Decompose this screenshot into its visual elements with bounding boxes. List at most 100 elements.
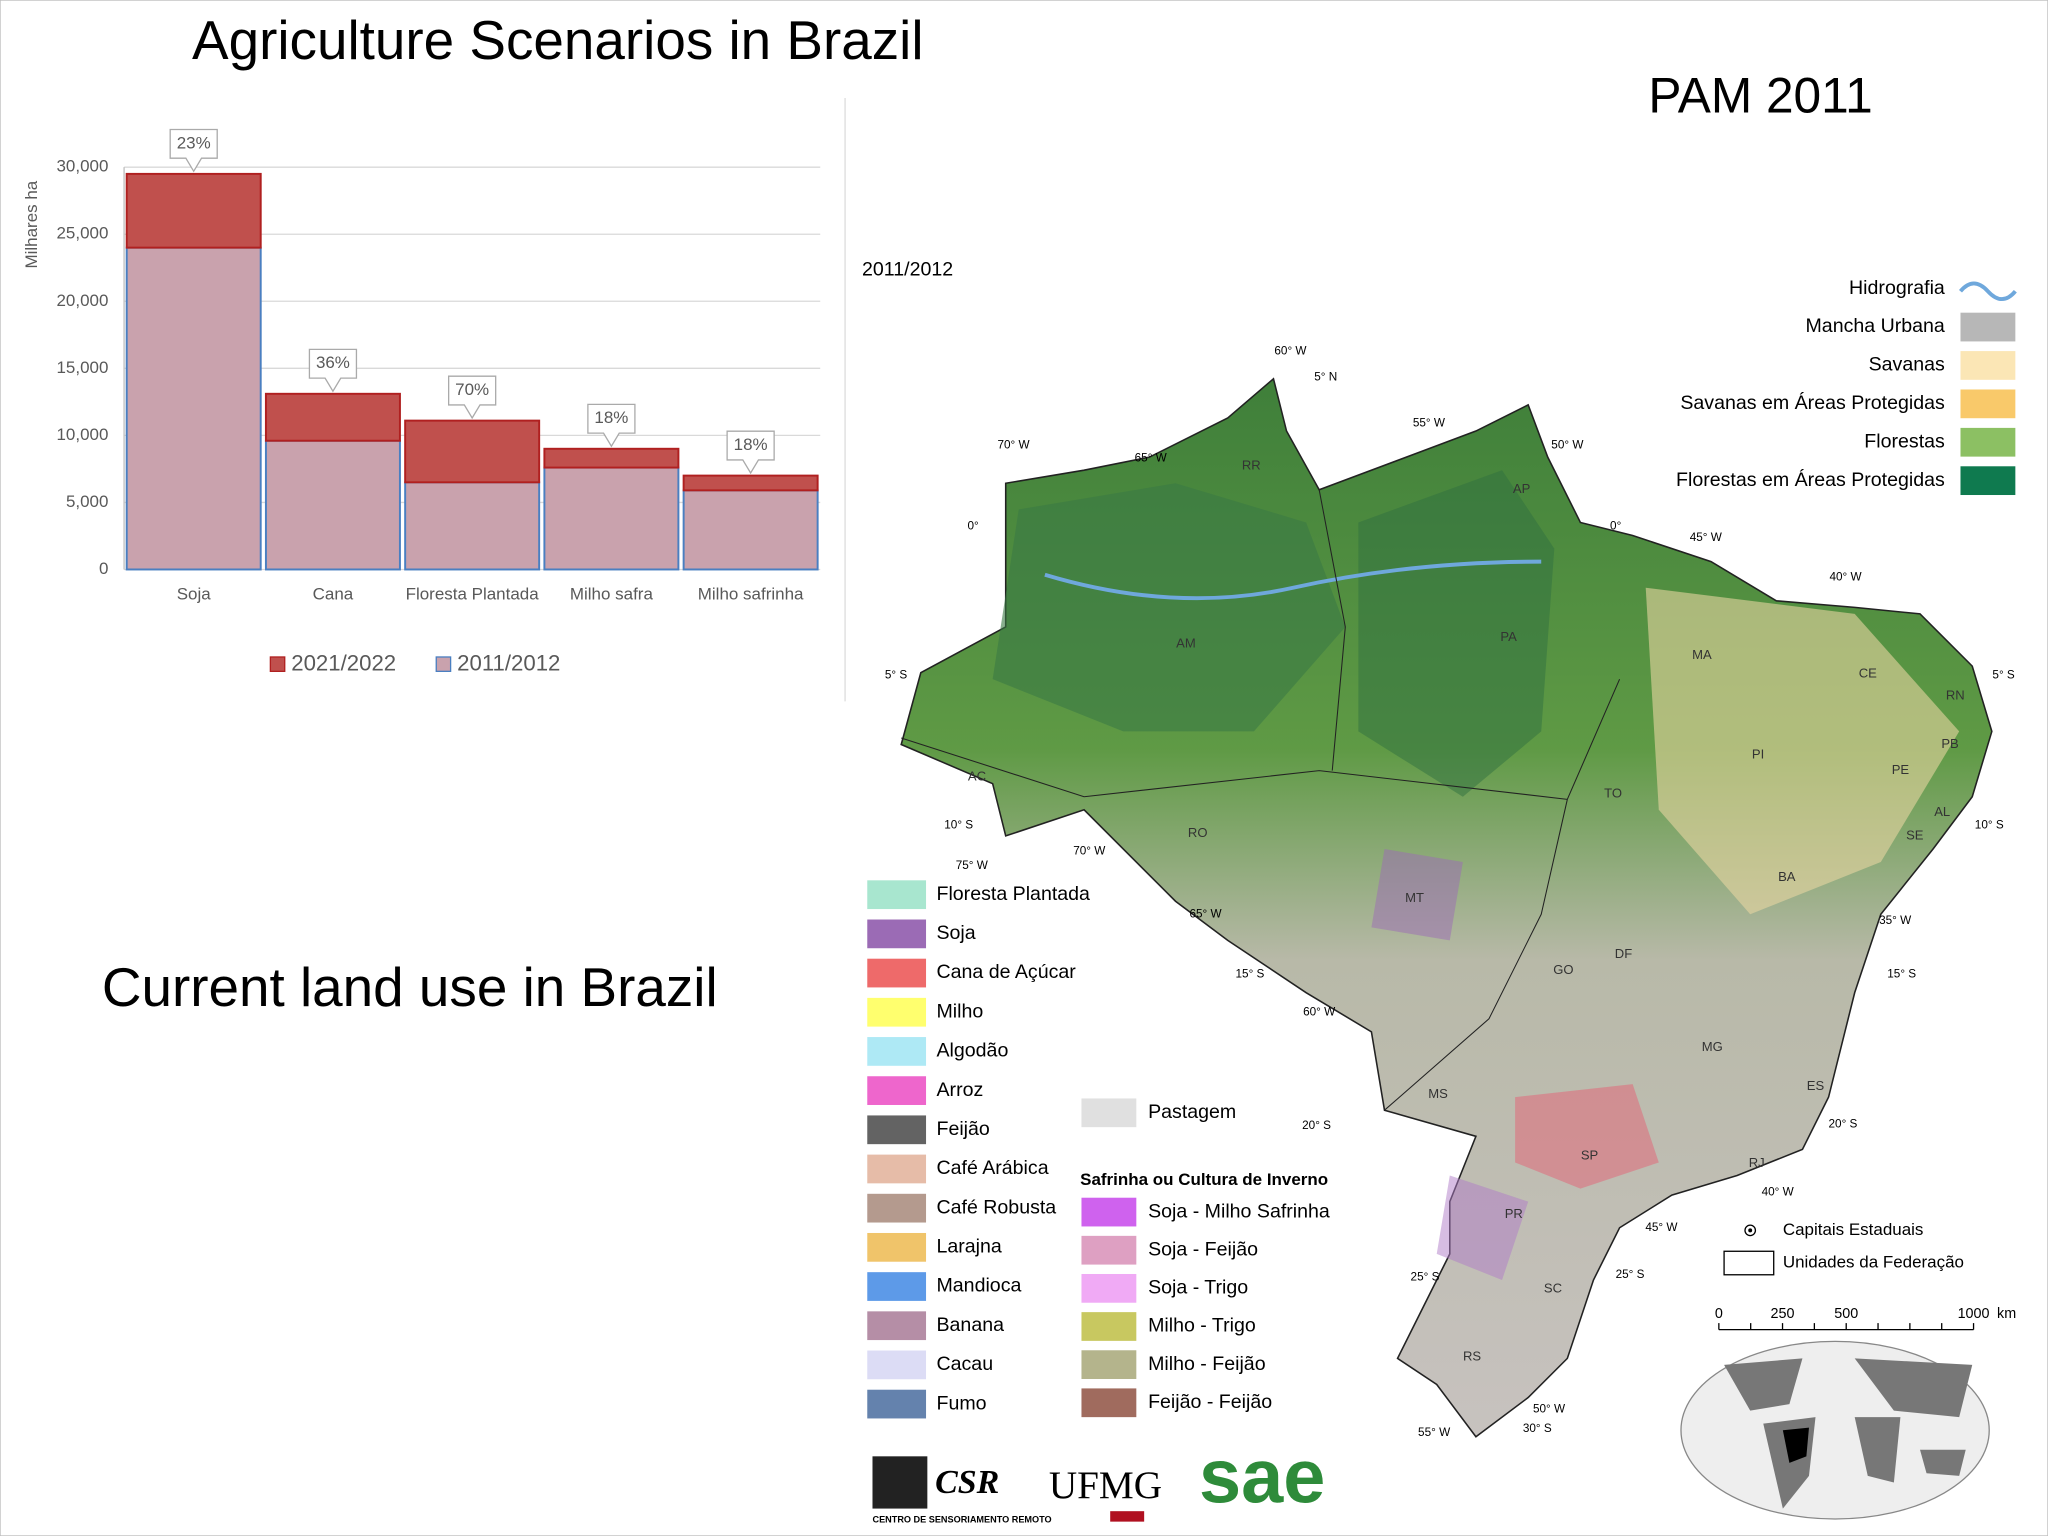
callout-label: 18% [734, 435, 768, 454]
grid-label: 55° W [1418, 1426, 1451, 1439]
logo-ufmg: UFMG [1049, 1464, 1162, 1507]
y-tick-label: 0 [99, 559, 108, 578]
legend-label: Cacau [936, 1353, 993, 1375]
symbol-label: Unidades da Federação [1783, 1253, 1964, 1272]
state-label: MS [1428, 1086, 1448, 1101]
grid-label: 70° W [1073, 845, 1106, 858]
grid-label: 0° [1610, 519, 1621, 532]
callout [447, 375, 497, 420]
grid-label: 10° S [944, 819, 973, 832]
legend-swatch [867, 919, 927, 949]
bar [682, 474, 819, 492]
bar [125, 246, 262, 571]
x-tick-label-box: Soja [177, 584, 211, 604]
callout-label: 23% [177, 133, 211, 152]
callout-label: 36% [316, 353, 350, 372]
bar [543, 466, 680, 571]
legend-label: Feijão [936, 1118, 989, 1140]
grid-label: 65° W [1189, 907, 1222, 920]
x-tick-label: Milho safrinha [697, 583, 804, 604]
legend-swatch [435, 656, 452, 672]
legend-swatch [1081, 1273, 1137, 1303]
brazil-highlight [1782, 1427, 1809, 1463]
savanna-patch [1645, 587, 1960, 915]
grid-label: 40° W [1829, 570, 1862, 583]
bar [264, 439, 401, 571]
scale-label: 1000 [1958, 1306, 1990, 1322]
legend-swatch [867, 1193, 927, 1223]
x-tick-label-box: Milho safrinha [697, 583, 804, 604]
legend-label: Florestas [1864, 430, 1945, 452]
legend-swatch [867, 1232, 927, 1262]
grid-label: 40° W [1762, 1186, 1795, 1199]
state-label: DF [1615, 946, 1632, 961]
bar [264, 392, 401, 442]
y-tick-label: 20,000 [57, 291, 109, 310]
x-tick-label: Milho safra [569, 583, 653, 604]
grid-label: 60° W [1274, 344, 1307, 357]
legend-label: Soja - Milho Safrinha [1148, 1200, 1330, 1222]
legend-swatch [1960, 466, 2016, 496]
x-tick-label: Floresta Plantada [405, 583, 539, 604]
legend-label: Soja - Feijão [1148, 1238, 1258, 1260]
legend-label: Mancha Urbana [1806, 315, 1945, 337]
legend-label: Fumo [936, 1392, 986, 1414]
bar [125, 172, 262, 249]
y-axis-label: Milhares ha [22, 180, 41, 268]
state-label: MA [1692, 647, 1712, 662]
legend-label: Soja [936, 922, 975, 944]
y-tick-label: 10,000 [57, 425, 109, 444]
legend-swatch [867, 880, 927, 910]
legend-label: Savanas [1869, 354, 1945, 376]
state-label: AL [1934, 804, 1950, 819]
state-label: PI [1752, 746, 1764, 761]
legend-label: Feijão - Feijão [1148, 1391, 1272, 1413]
grid-label: 30° S [1523, 1422, 1552, 1435]
brazil-map [900, 377, 1993, 1438]
scale-unit: km [1997, 1306, 2016, 1322]
state-label: RS [1463, 1349, 1481, 1364]
legend-swatch [867, 1389, 927, 1419]
legend-label: Café Arábica [936, 1157, 1048, 1179]
soy-patch [1436, 1175, 1529, 1280]
legend-swatch [1081, 1350, 1137, 1380]
soy-patch [1371, 848, 1463, 941]
legend-label: Algodão [936, 1040, 1008, 1062]
grid-label: 25° S [1616, 1268, 1645, 1281]
legend-label: Pastagem [1148, 1101, 1236, 1123]
legend-swatch [1960, 389, 2016, 419]
state-symbol [1723, 1250, 1775, 1276]
legend-label: Savanas em Áreas Protegidas [1680, 391, 1945, 414]
legend-swatch [1081, 1197, 1137, 1227]
grid-label: 45° W [1645, 1221, 1678, 1234]
forest-patch [992, 483, 1346, 732]
legend-swatch [1960, 427, 2016, 457]
callout [587, 403, 636, 448]
scale-label: 500 [1834, 1306, 1858, 1322]
legend-label: Milho [936, 1000, 983, 1022]
legend-title: Safrinha ou Cultura de Inverno [1080, 1170, 1328, 1189]
legend-label: Café Robusta [936, 1196, 1056, 1218]
grid-label: 15° S [1236, 967, 1265, 980]
logos: CSR CENTRO DE SENSORIAMENTO REMOTO UFMG … [872, 1434, 1325, 1525]
grid-label: 45° W [1690, 531, 1723, 544]
legend-swatch [867, 1311, 927, 1341]
bar [404, 481, 541, 571]
state-label: RO [1188, 825, 1208, 840]
legend-label: 2011/2012 [457, 651, 560, 676]
csr-mark [872, 1456, 928, 1509]
y-tick-label: 15,000 [57, 358, 109, 377]
legend-label: Soja - Trigo [1148, 1277, 1248, 1299]
legend-swatch [867, 1272, 927, 1301]
y-tick-label: 25,000 [57, 224, 109, 243]
grid-label: 0° [967, 519, 978, 532]
x-tick-label-box: Milho safra [569, 583, 653, 604]
legend-label: Cana de Açúcar [936, 961, 1076, 983]
grid-label: 15° S [1887, 967, 1916, 980]
callout-label: 70% [455, 380, 489, 399]
legend-swatch [1081, 1312, 1137, 1341]
scale-label: 250 [1771, 1306, 1795, 1322]
slide-subtitle: PAM 2011 [1648, 67, 1872, 123]
grid-label: 60° W [1303, 1005, 1336, 1018]
